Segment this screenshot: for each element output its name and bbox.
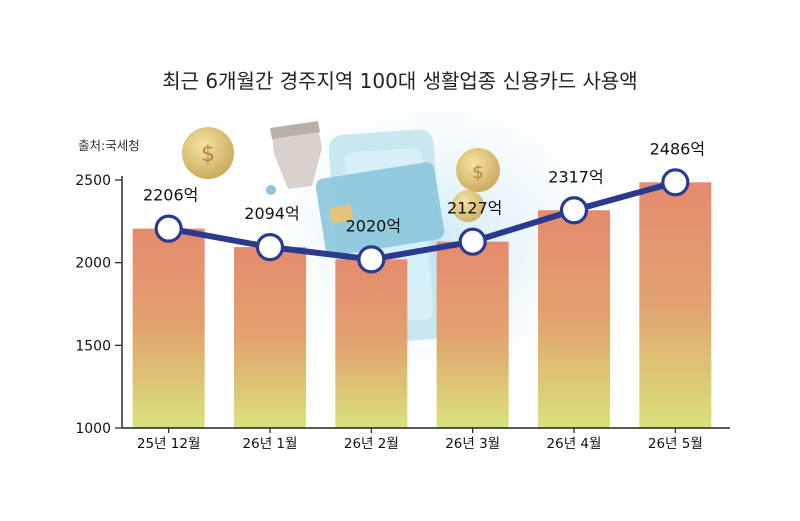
x-tick-label: 26년 5월	[648, 436, 703, 452]
data-label: 2020억	[346, 216, 401, 235]
bar	[538, 210, 610, 428]
svg-text:$: $	[472, 162, 483, 183]
data-label: 2127억	[447, 199, 502, 218]
coin-icon	[456, 148, 500, 192]
bar	[335, 259, 408, 428]
x-tick-label: 26년 1월	[243, 436, 298, 452]
axes-group: 1000 1500 2000 2500 25년 12월 26년 1월 26년 2월 26년 3…	[75, 173, 730, 452]
credit-card-illustration	[315, 162, 445, 256]
line-marker	[458, 227, 487, 256]
y-tick-label: 2500	[75, 173, 111, 189]
x-tick-label: 26년 4월	[547, 436, 602, 452]
line-marker	[154, 214, 183, 243]
source-label: 출처:국세청	[78, 138, 140, 153]
bar	[234, 247, 306, 428]
line-marker	[559, 196, 589, 225]
line-marker	[357, 245, 386, 274]
line-marker	[255, 233, 285, 262]
x-tick-label: 25년 12월	[137, 436, 201, 452]
y-tick-label: 1000	[75, 421, 111, 437]
svg-text:$: $	[201, 142, 215, 167]
data-labels-group: 2206억 2094억 2020억 2127억 2317억 2486억	[143, 139, 705, 235]
coin-icon	[182, 127, 234, 179]
series-line	[165, 179, 679, 263]
coin-icon	[452, 190, 484, 222]
bar	[436, 241, 509, 428]
y-tick-label: 1500	[75, 338, 111, 354]
bar	[639, 182, 712, 428]
line-series-group	[154, 168, 690, 274]
line-marker	[661, 168, 690, 197]
data-label: 2094억	[244, 204, 299, 223]
data-label: 2486억	[650, 139, 705, 158]
y-tick-label: 2000	[75, 256, 111, 272]
x-tick-label: 26년 2월	[344, 436, 399, 452]
data-label: 2317억	[548, 167, 603, 186]
chart-title: 최근 6개월간 경주지역 100대 생활업종 신용카드 사용액	[162, 69, 637, 93]
bar	[132, 228, 205, 428]
data-label: 2206억	[143, 186, 198, 205]
bars-group	[132, 182, 712, 428]
coffee-cup-icon	[272, 127, 322, 189]
x-tick-label: 26년 3월	[445, 436, 500, 452]
